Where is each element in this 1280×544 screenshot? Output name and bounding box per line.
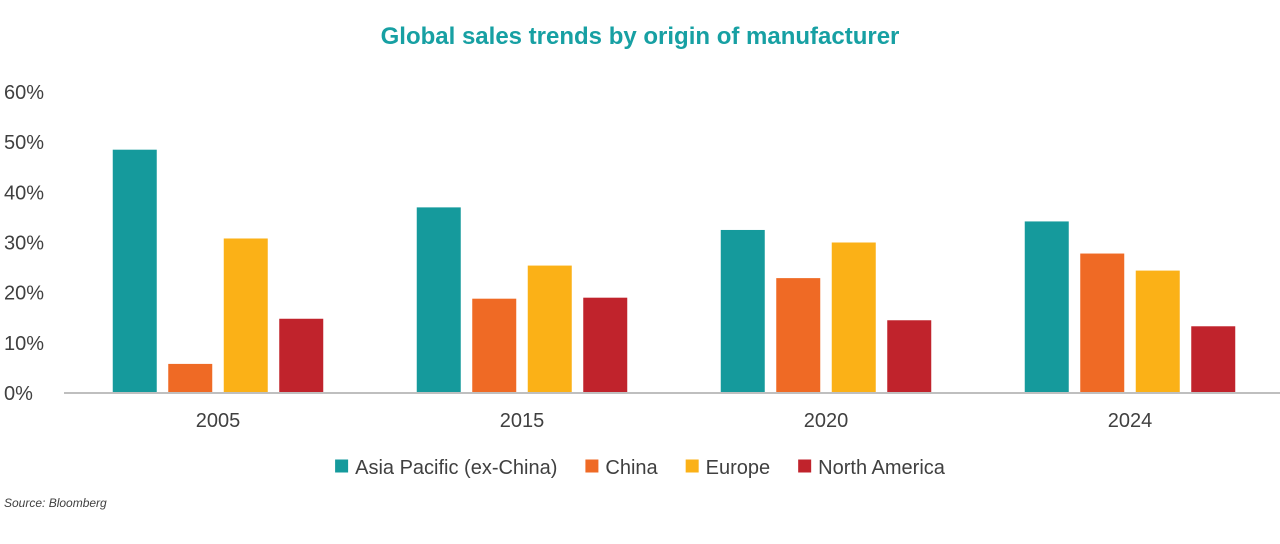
bar-europe-2020 [831, 242, 876, 393]
bar-europe-2015 [527, 265, 572, 393]
legend: Asia Pacific (ex-China) China Europe North … [335, 457, 946, 479]
legend-label-asia-pacific-ex-china: Asia Pacific (ex-China) [355, 457, 557, 479]
source-note: Source: Bloomberg [4, 496, 107, 510]
bar-china-2024 [1080, 253, 1125, 393]
legend-label-europe: Europe [706, 457, 771, 479]
legend-label-china: China [605, 457, 658, 479]
x-tick-label: 2005 [196, 410, 241, 432]
x-axis: 2005 2015 2020 2024 [196, 410, 1153, 432]
y-tick-label: 50% [4, 132, 44, 154]
bar-europe-2005 [223, 238, 268, 393]
bar-asia-pacific-ex-china-2015 [416, 207, 461, 393]
y-tick-label: 20% [4, 283, 44, 305]
bar-asia-pacific-ex-china-2024 [1024, 221, 1069, 393]
bar-north-america-2005 [279, 318, 324, 393]
y-tick-label: 40% [4, 182, 44, 204]
bar-china-2020 [776, 278, 821, 393]
chart-title: Global sales trends by origin of manufac… [381, 23, 900, 50]
bar-china-2005 [168, 363, 213, 393]
legend-swatch-north-america [798, 459, 812, 473]
bar-europe-2024 [1135, 270, 1180, 393]
legend-swatch-china [585, 459, 599, 473]
y-tick-label: 0% [4, 383, 33, 405]
y-tick-label: 60% [4, 82, 44, 104]
x-tick-label: 2020 [804, 410, 849, 432]
bar-north-america-2020 [887, 320, 932, 393]
y-tick-label: 10% [4, 333, 44, 355]
bar-north-america-2024 [1191, 326, 1236, 393]
legend-swatch-europe [685, 459, 699, 473]
bar-north-america-2015 [583, 297, 628, 393]
legend-label-north-america: North America [818, 457, 946, 479]
bar-asia-pacific-ex-china-2020 [720, 229, 765, 393]
bar-asia-pacific-ex-china-2005 [112, 149, 157, 393]
x-tick-label: 2015 [500, 410, 545, 432]
x-tick-label: 2024 [1108, 410, 1153, 432]
bar-china-2015 [472, 298, 517, 393]
bars-group [112, 149, 1236, 393]
y-tick-label: 30% [4, 233, 44, 255]
y-axis: 0% 10% 20% 30% 40% 50% 60% [4, 82, 44, 405]
legend-swatch-asia-pacific-ex-china [335, 459, 349, 473]
